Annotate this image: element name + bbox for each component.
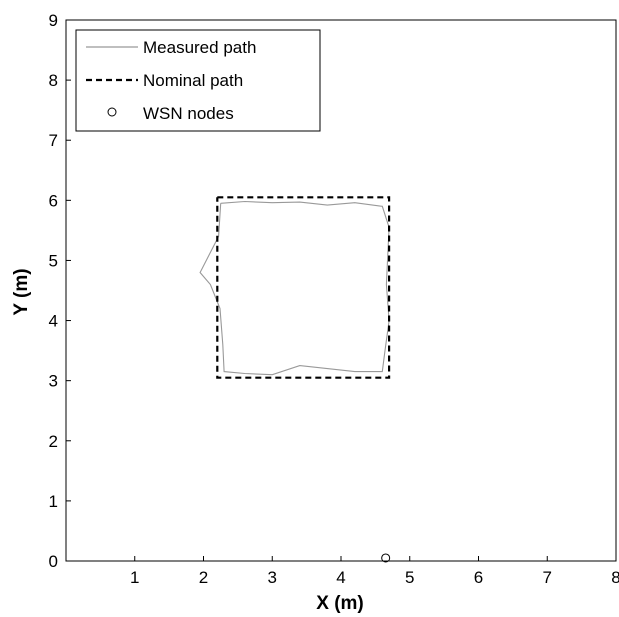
legend-label-measured: Measured path bbox=[143, 38, 256, 57]
x-tick-label: 4 bbox=[336, 568, 345, 587]
y-tick-label: 6 bbox=[49, 191, 58, 210]
x-tick-label: 8 bbox=[611, 568, 619, 587]
x-axis-label: X (m) bbox=[316, 593, 364, 614]
series-nominal-path bbox=[216, 196, 391, 379]
x-tick-label: 1 bbox=[130, 568, 139, 587]
y-tick-label: 4 bbox=[49, 312, 58, 331]
y-tick-label: 9 bbox=[49, 11, 58, 30]
x-tick-label: 5 bbox=[405, 568, 414, 587]
x-tick-label: 2 bbox=[199, 568, 208, 587]
paths-layer bbox=[199, 196, 391, 379]
series-measured-path bbox=[199, 200, 390, 376]
legend-swatch-nodes bbox=[107, 107, 117, 117]
y-tick-label: 2 bbox=[49, 432, 58, 451]
legend-label-nodes: WSN nodes bbox=[143, 104, 234, 123]
nodes-layer bbox=[381, 553, 391, 563]
legend: Measured path Nominal path WSN nodes bbox=[75, 29, 321, 132]
y-tick-label: 8 bbox=[49, 71, 58, 90]
legend-label-nominal: Nominal path bbox=[143, 71, 243, 90]
y-tick-label: 7 bbox=[49, 131, 58, 150]
x-tick-label: 6 bbox=[474, 568, 483, 587]
y-tick-label: 0 bbox=[49, 552, 58, 571]
y-tick-label: 5 bbox=[49, 251, 58, 270]
y-axis-label: Y (m) bbox=[11, 268, 32, 315]
y-ticks: 0 1 2 3 4 5 6 7 8 9 bbox=[49, 11, 71, 571]
wsn-node-point bbox=[381, 553, 391, 563]
y-tick-label: 1 bbox=[49, 492, 58, 511]
x-ticks: 1 2 3 4 5 6 7 8 bbox=[130, 556, 619, 587]
x-tick-label: 3 bbox=[268, 568, 277, 587]
x-tick-label: 7 bbox=[543, 568, 552, 587]
y-tick-label: 3 bbox=[49, 372, 58, 391]
